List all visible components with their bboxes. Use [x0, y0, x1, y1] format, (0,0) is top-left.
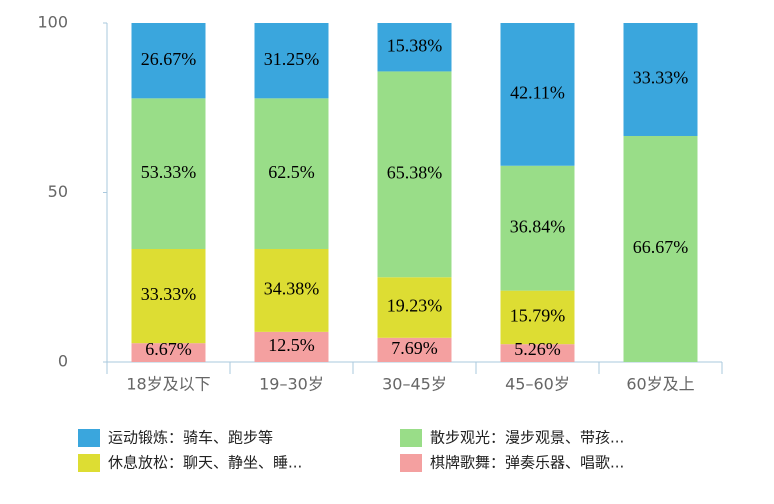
legend-label: 散步观光：漫步观景、带孩...: [430, 429, 624, 447]
bar-segment: [131, 98, 206, 250]
bar-segment: [254, 98, 329, 249]
x-tick-label: 30–45岁: [382, 375, 447, 394]
bar-segment: [254, 248, 329, 332]
x-tick-label: 19–30岁: [259, 375, 324, 394]
value-label: 36.84%: [510, 216, 566, 236]
y-tick-label: 100: [37, 13, 68, 32]
bar-segment: [377, 23, 452, 72]
value-label: 19.23%: [387, 296, 443, 316]
bar-segment: [254, 23, 329, 99]
value-label: 12.5%: [268, 335, 315, 355]
value-label: 33.33%: [141, 284, 197, 304]
value-label: 31.25%: [264, 49, 320, 69]
value-label: 33.33%: [633, 68, 689, 88]
x-tick-label: 60岁及上: [626, 375, 694, 394]
value-label: 66.67%: [633, 237, 689, 257]
value-label: 34.38%: [264, 279, 320, 299]
value-label: 53.33%: [141, 162, 197, 182]
value-label: 15.38%: [387, 35, 443, 55]
value-label: 26.67%: [141, 49, 197, 69]
bar-segment: [131, 23, 206, 99]
y-tick-label: 50: [48, 182, 68, 201]
bar-segment: [500, 165, 575, 291]
legend-swatch: [78, 454, 100, 472]
bar-segment: [623, 135, 698, 362]
value-label: 42.11%: [510, 83, 565, 103]
bar-segment: [377, 337, 452, 362]
bar-segment: [377, 277, 452, 338]
bar-segment: [623, 23, 698, 136]
value-label: 62.5%: [268, 162, 315, 182]
bar-segment: [254, 331, 329, 362]
x-tick-label: 18岁及以下: [126, 375, 210, 394]
bar-segment: [500, 344, 575, 362]
legend-swatch: [400, 429, 422, 447]
value-label: 5.26%: [514, 339, 561, 359]
legend-label: 棋牌歌舞：弹奏乐器、唱歌...: [430, 454, 624, 472]
value-label: 7.69%: [391, 338, 438, 358]
bar-segment: [500, 290, 575, 345]
value-label: 65.38%: [387, 162, 443, 182]
legend-label: 休息放松：聊天、静坐、睡...: [108, 454, 302, 472]
y-tick-label: 0: [58, 352, 68, 371]
bar-segment: [131, 343, 206, 362]
value-label: 15.79%: [510, 306, 566, 326]
bar-segment: [131, 249, 206, 344]
bar-segment: [500, 23, 575, 166]
legend-swatch: [400, 454, 422, 472]
bar-segment: [377, 71, 452, 278]
x-tick-label: 45–60岁: [505, 375, 570, 394]
legend-swatch: [78, 429, 100, 447]
legend-label: 运动锻炼：骑车、跑步等: [108, 429, 273, 447]
value-label: 6.67%: [145, 339, 192, 359]
